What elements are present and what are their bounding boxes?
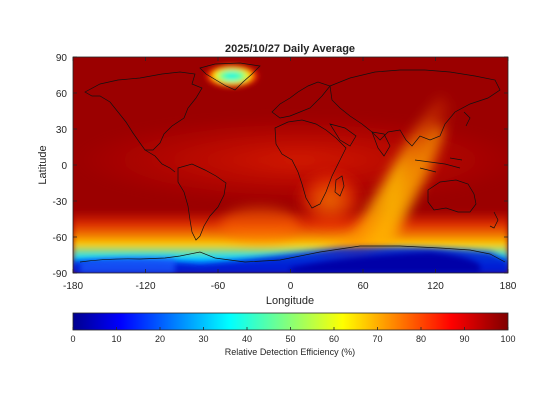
indian-ocean-plume: [310, 95, 455, 262]
x-tick-label: -120: [135, 281, 155, 292]
colorbar-tick-label: 60: [329, 334, 339, 344]
y-tick-label: 0: [61, 161, 67, 172]
coast-europe: [271, 81, 331, 119]
colorbar-ticks: 0 10 20 30 40 50 60 70 80 90 100: [70, 327, 516, 344]
colorbar-tick-label: 100: [500, 334, 515, 344]
y-tick-label: -60: [53, 233, 68, 244]
coast-antarctica: [79, 245, 506, 263]
coast-central-america: [144, 149, 176, 173]
y-axis-label: Latitude: [37, 145, 49, 184]
colorbar-tick-label: 50: [285, 334, 295, 344]
coast-japan: [463, 111, 471, 127]
coast-arabia: [329, 123, 357, 147]
y-tick-label: 90: [56, 53, 68, 64]
coast-india: [371, 131, 391, 157]
x-tick-label: 180: [500, 281, 517, 292]
y-axis-ticks: 90 60 30 0 -30 -60 -90: [53, 53, 508, 280]
y-tick-label: -90: [53, 269, 68, 280]
x-tick-label: 120: [427, 281, 444, 292]
x-axis-label: Longitude: [266, 295, 314, 307]
coast-north-america: [84, 71, 203, 151]
y-tick-label: -30: [53, 197, 68, 208]
x-axis-ticks: -180 -120 -60 0 60 120 180: [63, 57, 517, 292]
colorbar-tick-label: 90: [459, 334, 469, 344]
coast-madagascar: [334, 175, 345, 197]
colorbar-tick-label: 40: [242, 334, 252, 344]
coast-australia: [427, 179, 477, 213]
colorbar-tick-label: 10: [111, 334, 121, 344]
heatmap-field: [73, 57, 508, 273]
coast-new-zealand: [489, 211, 499, 229]
greenland-anomaly: [204, 64, 260, 88]
x-tick-label: -60: [211, 281, 226, 292]
x-tick-label: 0: [288, 281, 294, 292]
colorbar-tick-label: 80: [416, 334, 426, 344]
coast-indonesia: [414, 157, 463, 173]
colorbar: [73, 313, 508, 330]
coast-asia: [329, 69, 501, 147]
coast-south-america: [177, 163, 227, 241]
y-tick-label: 30: [56, 125, 68, 136]
colorbar-tick-label: 20: [155, 334, 165, 344]
x-tick-label: -180: [63, 281, 83, 292]
coastlines: [79, 62, 506, 263]
map-title: 2025/10/27 Daily Average: [225, 43, 355, 55]
y-tick-label: 60: [56, 89, 68, 100]
coast-africa: [274, 119, 347, 209]
coast-greenland: [199, 62, 261, 91]
colorbar-tick-label: 0: [70, 334, 75, 344]
colorbar-label: Relative Detection Efficiency (%): [225, 347, 355, 357]
colorbar-tick-label: 30: [198, 334, 208, 344]
colorbar-tick-label: 70: [372, 334, 382, 344]
x-tick-label: 60: [357, 281, 369, 292]
